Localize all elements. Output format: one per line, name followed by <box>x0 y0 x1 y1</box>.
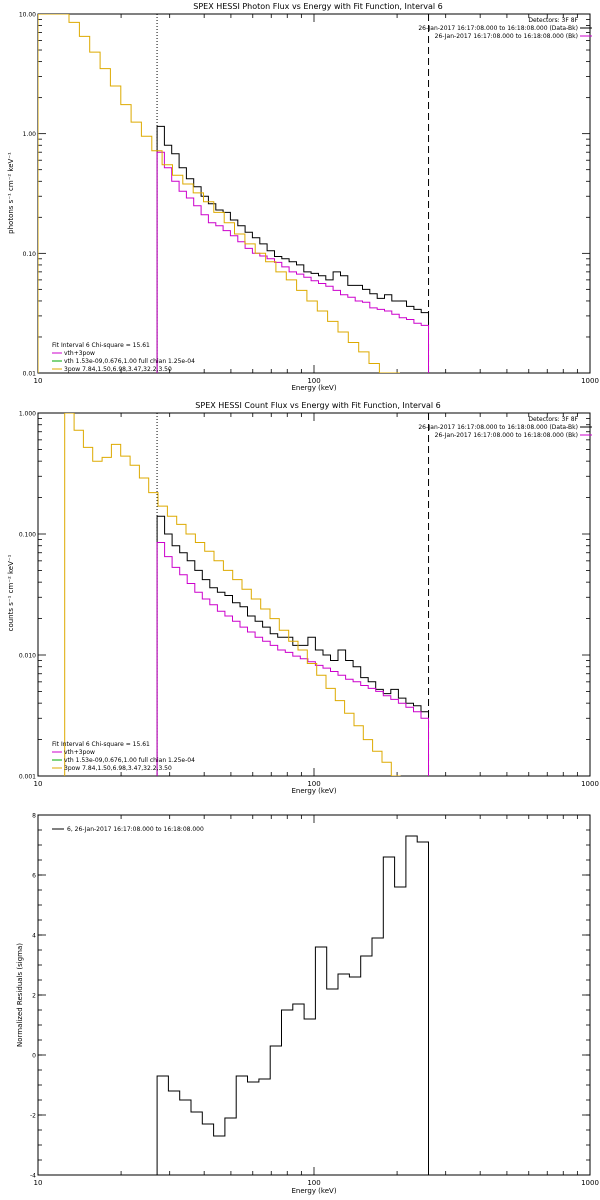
residuals-y-tick-label: 8 <box>32 813 36 820</box>
residuals-y-tick-label: -4 <box>30 1173 36 1180</box>
residuals-legend-label: 6, 26-Jan-2017 16:17:08.000 to 16:18:08.… <box>67 826 204 833</box>
photon-flux-fit-header: Fit Interval 6 Chi-square = 15.61 <box>52 342 150 349</box>
residuals-y-axis-label: Normalized Residuals (sigma) <box>16 943 24 1047</box>
photon-flux-x-tick-label: 10 <box>34 377 43 385</box>
photon-flux-series-2-histogram <box>38 14 400 373</box>
photon-flux-y-axis-label: photons s⁻¹ cm⁻² keV⁻¹ <box>7 152 15 234</box>
photon-flux-series-0-histogram <box>156 125 429 373</box>
photon-flux-legend-data-bk-label: 26-Jan-2017 16:17:08.000 to 16:18:08.000… <box>418 25 578 32</box>
photon-flux-y-tick-label: 10.00 <box>19 12 36 19</box>
photon-flux-detectors-label: Detectors: 3F 8F <box>528 17 578 24</box>
count-flux-series-0-histogram <box>156 515 429 776</box>
count-flux-fit-vth-label: vth 1.53e-09,0.676,1.00 full chian 1.25e… <box>64 757 195 764</box>
photon-flux-y-tick-label: 0.10 <box>23 251 37 258</box>
photon-flux-fit-vth-label: vth 1.53e-09,0.676,1.00 full chian 1.25e… <box>64 358 195 365</box>
photon-flux-y-tick-label: 1.00 <box>23 131 37 138</box>
photon-flux-series-1-histogram <box>156 151 429 373</box>
count-flux-legend-data-bk-label: 26-Jan-2017 16:17:08.000 to 16:18:08.000… <box>418 424 578 431</box>
count-flux-x-axis-label: Energy (keV) <box>291 787 336 795</box>
residuals-x-tick-label: 1000 <box>581 1179 599 1187</box>
photon-flux-x-tick-label: 100 <box>307 377 320 385</box>
photon-flux-fit-3pow-label: 3pow 7.84,1.50,6.98,3.47,32.2,3.50 <box>64 366 172 373</box>
residuals-y-tick-label: -2 <box>30 1113 36 1120</box>
count-flux-y-tick-label: 1.000 <box>19 411 36 418</box>
count-flux-fit-header: Fit Interval 6 Chi-square = 15.61 <box>52 741 150 748</box>
count-flux-detector-legend: Detectors: 3F 8F 26-Jan-2017 16:17:08.00… <box>418 416 592 439</box>
residuals-y-tick-label: 4 <box>32 933 36 940</box>
count-flux-plot: 10 100 1000 0.001 0.010 0.100 1.000 <box>19 411 599 789</box>
photon-flux-plot-frame <box>37 13 591 374</box>
photon-flux-fit-legend: Fit Interval 6 Chi-square = 15.61 vth+3p… <box>52 342 195 373</box>
count-flux-series-1-histogram <box>156 542 429 776</box>
residuals-x-axis-label: Energy (keV) <box>291 1187 336 1195</box>
photon-flux-y-tick-label: 0.01 <box>23 371 37 378</box>
count-flux-x-tick-label: 1000 <box>581 780 599 788</box>
count-flux-y-tick-label: 0.010 <box>19 653 36 660</box>
count-flux-plot-frame <box>37 412 591 777</box>
residuals-plot-frame <box>37 814 591 1176</box>
count-flux-x-tick-label: 100 <box>307 780 320 788</box>
count-flux-legend-bk-label: 26-Jan-2017 16:17:08.000 to 16:18:08.000… <box>435 432 578 439</box>
residuals-y-tick-label: 6 <box>32 873 36 880</box>
residuals-series-0-histogram <box>156 835 429 1175</box>
count-flux-detectors-label: Detectors: 3F 8F <box>528 416 578 423</box>
photon-flux-x-tick-label: 1000 <box>581 377 599 385</box>
residuals-x-tick-label: 10 <box>34 1179 43 1187</box>
residuals-legend: 6, 26-Jan-2017 16:17:08.000 to 16:18:08.… <box>52 826 204 833</box>
count-flux-y-tick-label: 0.001 <box>19 774 36 781</box>
count-flux-panel: SPEX HESSI Count Flux vs Energy with Fit… <box>7 401 599 795</box>
photon-flux-legend-bk-label: 26-Jan-2017 16:17:08.000 to 16:18:08.000… <box>435 33 578 40</box>
residuals-y-tick-label: 0 <box>32 1053 36 1060</box>
count-flux-y-tick-label: 0.100 <box>19 532 36 539</box>
residuals-x-tick-label: 100 <box>307 1179 320 1187</box>
count-flux-fit-legend: Fit Interval 6 Chi-square = 15.61 vth+3p… <box>52 741 195 772</box>
count-flux-fit-vth3pow-label: vth+3pow <box>64 749 95 756</box>
residuals-panel: Energy (keV) Normalized Residuals (sigma… <box>16 813 599 1196</box>
count-flux-y-axis-label: counts s⁻¹ cm⁻² keV⁻¹ <box>7 554 15 631</box>
photon-flux-plot: 10 100 1000 0.01 0.10 1.00 10.00 <box>19 12 599 386</box>
photon-flux-title: SPEX HESSI Photon Flux vs Energy with Fi… <box>193 2 443 11</box>
count-flux-series-2-histogram <box>64 413 401 776</box>
count-flux-x-tick-label: 10 <box>34 780 43 788</box>
residuals-y-tick-label: 2 <box>32 993 36 1000</box>
photon-flux-fit-vth3pow-label: vth+3pow <box>64 350 95 357</box>
photon-flux-detector-legend: Detectors: 3F 8F 26-Jan-2017 16:17:08.00… <box>418 17 592 40</box>
photon-flux-panel: SPEX HESSI Photon Flux vs Energy with Fi… <box>7 2 599 392</box>
residuals-plot: 10 100 1000 -4 -2 0 2 4 6 8 <box>30 813 599 1188</box>
count-flux-title: SPEX HESSI Count Flux vs Energy with Fit… <box>195 401 440 410</box>
count-flux-fit-3pow-label: 3pow 7.84,1.50,6.98,3.47,32.2,3.50 <box>64 765 172 772</box>
photon-flux-x-axis-label: Energy (keV) <box>291 384 336 392</box>
